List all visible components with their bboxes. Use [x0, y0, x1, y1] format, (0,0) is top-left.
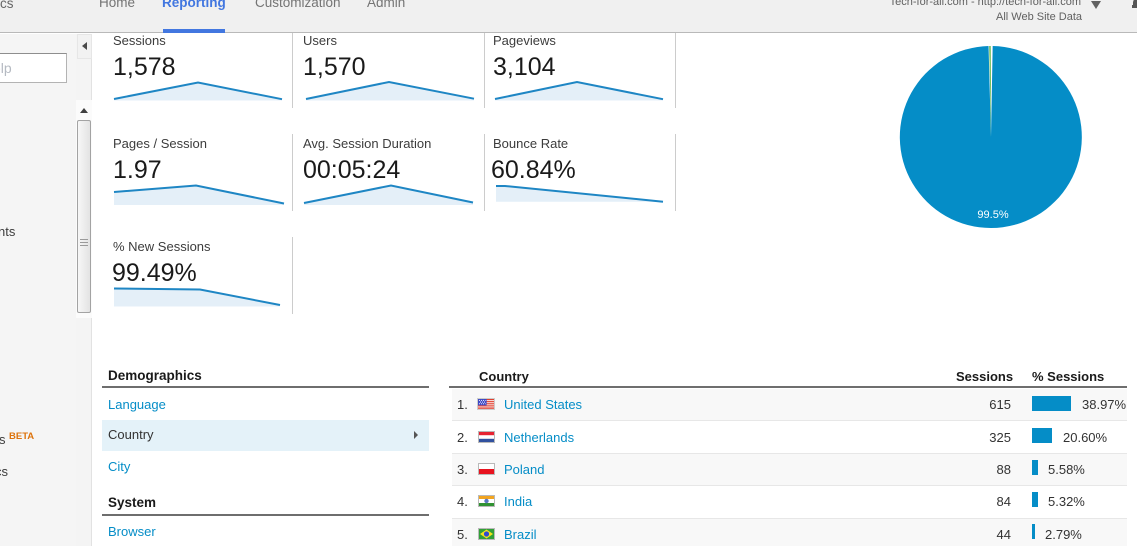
svg-text:99.5%: 99.5%: [977, 209, 1008, 221]
